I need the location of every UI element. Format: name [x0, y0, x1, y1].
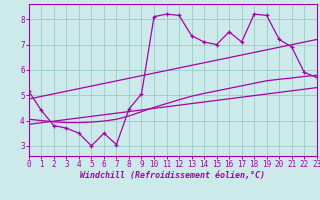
X-axis label: Windchill (Refroidissement éolien,°C): Windchill (Refroidissement éolien,°C)	[80, 171, 265, 180]
